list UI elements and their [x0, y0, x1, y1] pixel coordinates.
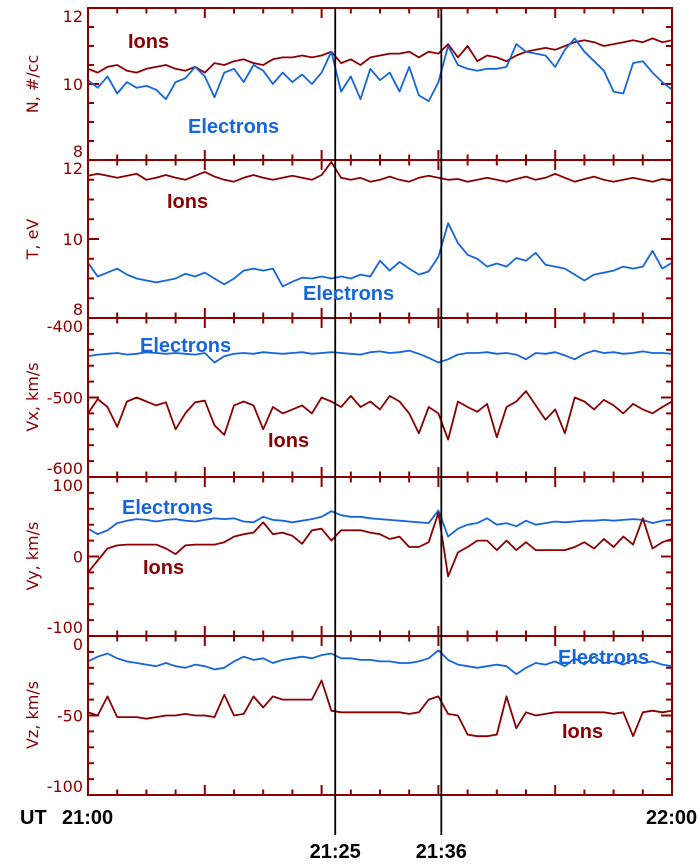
y-axis-title-vy: Vy, km/s [23, 522, 42, 591]
legend-ions-temperature: Ions [167, 191, 208, 213]
electrons-trace-panel-3 [89, 509, 671, 538]
y-tick-label: 100 [52, 476, 83, 495]
y-tick-label: -600 [47, 459, 83, 478]
y-tick-label: -50 [57, 707, 83, 726]
ions-trace-panel-3 [89, 511, 671, 578]
ions-trace-panel-1 [89, 161, 671, 183]
electrons-trace-panel-2 [89, 349, 671, 364]
legend-ions-vx: Ions [268, 430, 309, 452]
y-tick-label: 8 [73, 142, 83, 161]
legend-electrons-vy: Electrons [122, 497, 213, 519]
generated-plot-layer: 1210812108-400-500-6001000-1000-50-10021… [47, 7, 673, 863]
y-tick-label: 12 [63, 159, 83, 178]
y-tick-label: -100 [47, 618, 83, 637]
y-tick-label: 10 [63, 230, 83, 249]
y-tick-label: -400 [47, 317, 83, 336]
legend-electrons-vx: Electrons [140, 335, 231, 357]
y-tick-label: 0 [73, 635, 83, 654]
panel-frame-4 [87, 635, 673, 796]
y-axis-title-vz: Vz, km/s [23, 681, 42, 749]
y-axis-title-temperature: T, eV [23, 219, 42, 261]
y-tick-label: 10 [63, 75, 83, 94]
legend-electrons-temperature: Electrons [303, 283, 394, 305]
electrons-trace-panel-0 [89, 37, 671, 102]
y-tick-label: 8 [73, 300, 83, 319]
legend-electrons-density: Electrons [188, 116, 279, 138]
ut-label: UT [20, 807, 47, 829]
electrons-trace-panel-4 [89, 649, 671, 676]
panel-frame-0 [87, 7, 673, 161]
start-time-label: 21:00 [62, 807, 113, 829]
y-tick-label: 12 [63, 7, 83, 26]
event-time-label: 21:36 [416, 841, 467, 863]
legend-ions-vz: Ions [562, 721, 603, 743]
ions-trace-panel-0 [89, 37, 671, 74]
event-time-label: 21:25 [310, 841, 361, 863]
y-tick-label: 0 [73, 548, 83, 567]
end-time-label: 22:00 [646, 807, 697, 829]
y-tick-label: -100 [47, 777, 83, 796]
ions-trace-panel-4 [89, 679, 671, 738]
electrons-trace-panel-1 [89, 222, 671, 288]
y-axis-title-density: N, #/cc [23, 55, 42, 114]
legend-ions-vy: Ions [143, 557, 184, 579]
legend-electrons-vz: Electrons [558, 647, 649, 669]
ions-trace-panel-2 [89, 390, 671, 441]
y-tick-label: -500 [47, 389, 83, 408]
legend-ions-density: Ions [128, 31, 169, 53]
y-axis-title-vx: Vx, km/s [23, 362, 42, 431]
